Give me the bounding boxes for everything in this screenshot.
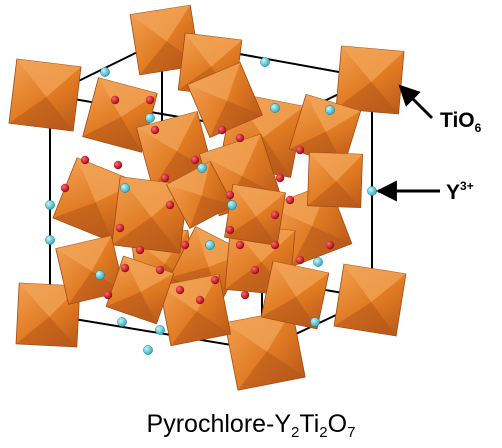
oxygen-atom: [235, 133, 245, 143]
oxygen-atom: [60, 183, 70, 193]
y3-label: Y3+: [446, 179, 474, 204]
structure-caption: Pyrochlore-Y2Ti2O7: [146, 410, 356, 441]
oxygen-atom: [80, 155, 90, 165]
yttrium-atom: [120, 183, 130, 193]
yttrium-atom: [313, 257, 323, 267]
tio6-label: TiO6: [440, 109, 482, 135]
oxygen-atom: [135, 245, 145, 255]
tio6-octahedron: [55, 235, 125, 305]
oxygen-atom: [195, 295, 205, 305]
yttrium-atom: [95, 270, 105, 280]
oxygen-atom: [190, 155, 200, 165]
tio6-octahedron: [105, 255, 175, 325]
tio6-octahedron: [224, 309, 306, 391]
yttrium-atom: [227, 200, 237, 210]
tio6-arrow: [398, 84, 434, 120]
oxygen-atoms: [60, 95, 335, 305]
oxygen-atom: [210, 275, 220, 285]
yttrium-atom: [325, 105, 335, 115]
yttrium-atoms: [45, 57, 377, 355]
oxygen-atom: [160, 173, 170, 183]
oxygen-atom: [180, 240, 190, 250]
yttrium-atom: [45, 200, 55, 210]
oxygen-atom: [240, 290, 250, 300]
tio6-octahedron: [15, 282, 81, 348]
tio6-octahedron: [260, 260, 330, 330]
oxygen-atom: [295, 255, 305, 265]
yttrium-atom: [100, 67, 110, 77]
oxygen-atom: [115, 223, 125, 233]
oxygen-atom: [145, 95, 155, 105]
oxygen-atom: [225, 225, 235, 235]
yttrium-atom: [260, 57, 270, 67]
yttrium-atom: [155, 325, 165, 335]
oxygen-atom: [175, 285, 185, 295]
oxygen-atom: [165, 200, 175, 210]
yttrium-atom: [197, 163, 207, 173]
oxygen-atom: [285, 195, 295, 205]
tio6-octahedron: [333, 263, 407, 337]
tio6-octahedron: [335, 45, 405, 115]
yttrium-atom: [205, 240, 215, 250]
yttrium-atom: [367, 186, 377, 196]
oxygen-atom: [155, 265, 165, 275]
oxygen-atom: [270, 240, 280, 250]
yttrium-atom: [117, 317, 127, 327]
oxygen-atom: [235, 240, 245, 250]
oxygen-atom: [120, 263, 130, 273]
oxygen-atom: [150, 125, 160, 135]
oxygen-atom: [113, 160, 123, 170]
oxygen-atom: [110, 95, 120, 105]
yttrium-atom: [270, 103, 280, 113]
tio6-octahedron: [8, 58, 82, 132]
yttrium-atom: [145, 113, 155, 123]
oxygen-atom: [225, 190, 235, 200]
yttrium-atom: [45, 235, 55, 245]
tio6-octahedron: [187, 62, 263, 138]
oxygen-atom: [250, 265, 260, 275]
yttrium-atom: [143, 345, 153, 355]
oxygen-atom: [275, 173, 285, 183]
tio6-octahedron: [307, 152, 363, 208]
yttrium-atom: [310, 317, 320, 327]
oxygen-atom: [270, 210, 280, 220]
oxygen-atom: [103, 290, 113, 300]
tio6-octahedra: [8, 4, 407, 391]
oxygen-atom: [295, 145, 305, 155]
oxygen-atom: [325, 240, 335, 250]
oxygen-atom: [217, 125, 227, 135]
